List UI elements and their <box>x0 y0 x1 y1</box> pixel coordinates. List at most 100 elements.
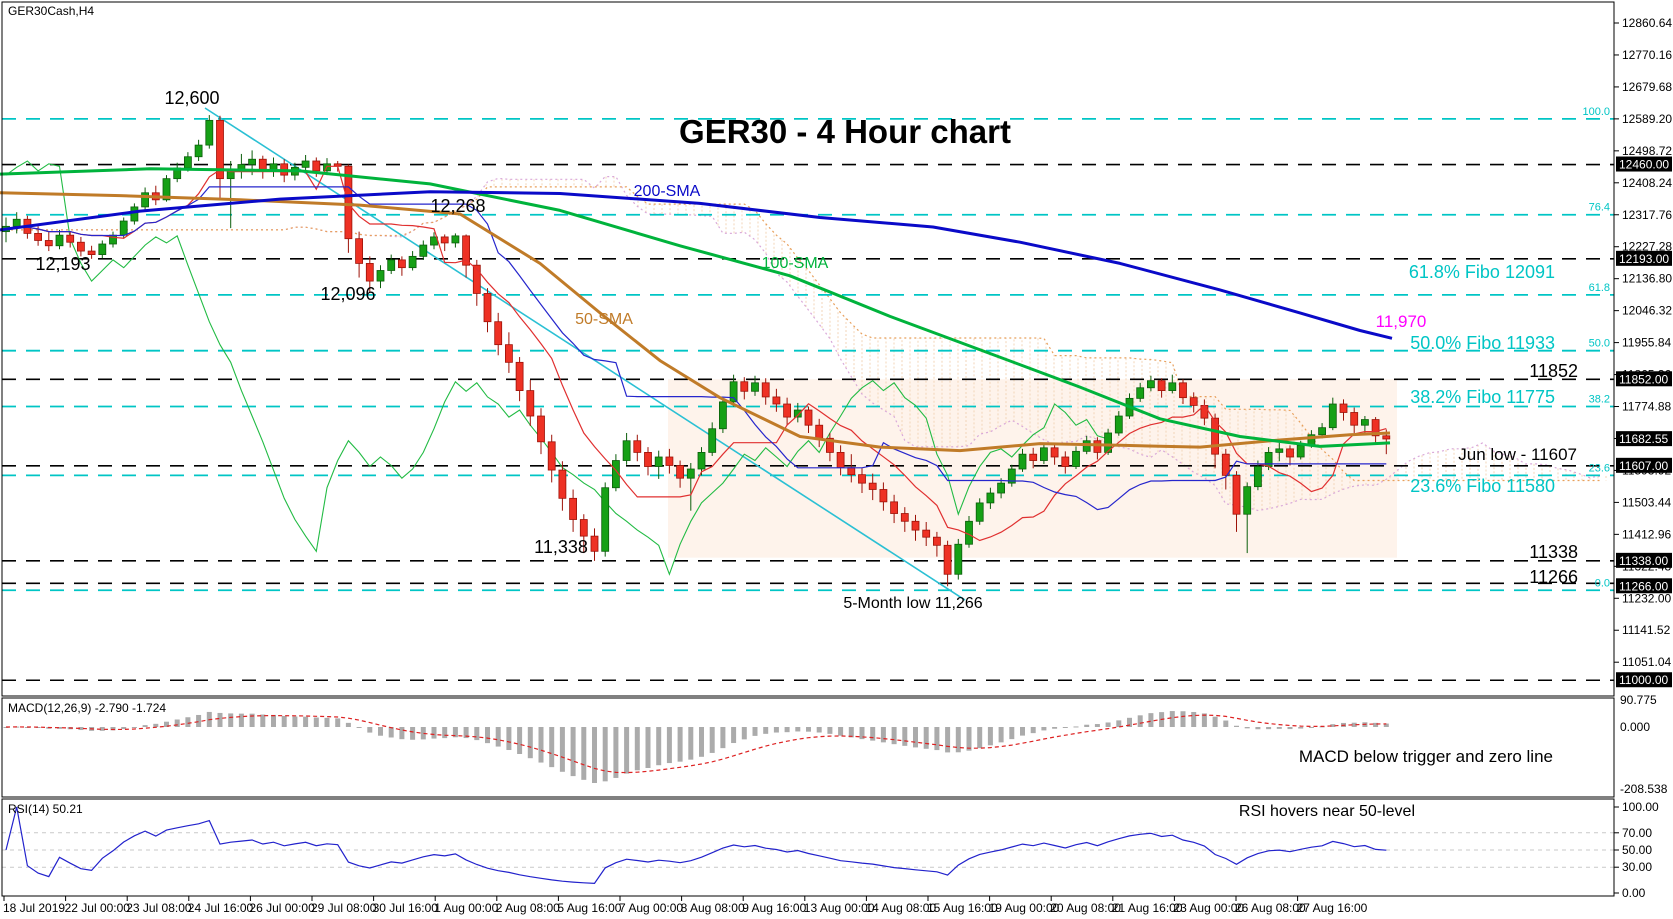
macd-histogram-bar <box>121 727 127 730</box>
macd-histogram-bar <box>559 727 565 772</box>
panel-frames <box>1 1 1615 897</box>
rsi-tick-label: 0.00 <box>1622 886 1646 900</box>
chart-annotation: Jun low - 11607 <box>1458 445 1577 464</box>
price-level-box-label: 11607.00 <box>1619 459 1668 473</box>
candle-body <box>826 437 834 453</box>
price-axis[interactable]: 12860.64 12770.16 12679.68 12589.20 12498.72… <box>1614 16 1672 900</box>
macd-histogram-bar <box>848 727 854 738</box>
price-tick-label: 11412.96 <box>1622 527 1671 541</box>
macd-histogram-bar <box>720 727 726 749</box>
time-tick-label: 15 Aug 16:00 <box>927 901 998 915</box>
fibonacci-pct-tag: 0.0 <box>1595 577 1610 589</box>
price-tick-label: 11774.88 <box>1622 400 1671 414</box>
candle-body <box>1189 397 1198 406</box>
time-tick-label: 5 Aug 16:00 <box>557 901 621 915</box>
candle-body <box>729 381 738 403</box>
price-tick-label: 12227.28 <box>1622 240 1672 254</box>
candle-body <box>761 382 770 398</box>
macd-histogram-bar <box>217 712 223 727</box>
candle-body <box>1007 468 1016 484</box>
macd-histogram-bar <box>1137 715 1143 727</box>
macd-histogram-bar <box>1298 727 1304 729</box>
chart-annotation: 12,096 <box>320 284 375 304</box>
macd-histogram-bar <box>260 714 266 727</box>
candle-body <box>804 409 813 426</box>
candle-body <box>911 520 920 531</box>
macd-histogram-bar <box>838 727 844 736</box>
macd-histogram-bar <box>495 727 501 747</box>
fibonacci-pct-tag: 23.6 <box>1589 462 1610 474</box>
candle-body <box>77 241 85 252</box>
candle-body <box>890 501 898 514</box>
candle-body <box>130 206 139 222</box>
candle-body <box>708 428 717 453</box>
macd-histogram-bar <box>1330 724 1336 727</box>
candle-body <box>868 482 877 490</box>
candle-body <box>1157 380 1166 391</box>
macd-histogram-bar <box>795 727 801 732</box>
macd-histogram-bar <box>613 727 619 778</box>
candle-body <box>34 232 42 241</box>
macd-histogram-bar <box>1234 725 1239 727</box>
price-tick-label: 11232.00 <box>1622 591 1671 605</box>
candle-body <box>1050 447 1059 458</box>
candle-body <box>98 243 107 255</box>
candle-body <box>997 482 1005 494</box>
candle-body <box>558 469 567 499</box>
price-tick-label: 12136.80 <box>1622 272 1672 286</box>
candle-body <box>526 390 535 417</box>
macd-histogram-bar <box>164 721 169 727</box>
price-tick-label: 12498.72 <box>1622 144 1672 158</box>
candle-body <box>1382 435 1391 440</box>
time-tick-label: 9 Aug 16:00 <box>742 901 806 915</box>
candle-body <box>547 441 556 471</box>
sma50-line <box>0 191 1391 453</box>
panel-border <box>1 1 1615 697</box>
macd-tick-label: -208.538 <box>1620 782 1668 796</box>
candle-body <box>954 543 963 575</box>
macd-histogram-bar <box>281 715 287 727</box>
candle-body <box>590 535 599 552</box>
time-tick-label: 2 Aug 08:00 <box>496 901 560 915</box>
candle-body <box>1318 427 1326 436</box>
macd-histogram-bar <box>902 727 908 746</box>
price-level-box-label: 11338.00 <box>1619 554 1668 568</box>
candle-body <box>1371 419 1380 437</box>
macd-histogram-bar <box>153 723 159 727</box>
candle-body <box>355 238 364 264</box>
macd-histogram-bar <box>1255 727 1261 730</box>
macd-histogram-bar <box>987 727 993 746</box>
macd-histogram-bar <box>1201 713 1207 727</box>
candlesticks <box>2 115 1391 587</box>
price-tick-label: 11141.52 <box>1622 623 1671 637</box>
macd-histogram-bar <box>1052 727 1058 729</box>
macd-histogram-bar <box>1308 727 1314 728</box>
price-tick-label: 11051.04 <box>1622 655 1671 669</box>
macd-histogram-bar <box>870 727 876 741</box>
trendline[interactable] <box>204 107 966 601</box>
macd-histogram-bar <box>699 727 704 757</box>
macd-histogram-bar <box>506 727 512 751</box>
macd-histogram-bar <box>656 727 662 766</box>
macd-histogram-bar <box>3 727 9 728</box>
rsi-tick-label: 50.00 <box>1622 843 1652 857</box>
macd-histogram-bar <box>923 727 929 749</box>
macd-histogram-bar <box>399 727 405 740</box>
candle-body <box>1018 453 1027 470</box>
candle-body <box>644 452 652 467</box>
senkou-span-b <box>6 186 1601 482</box>
chart-annotation: 12,268 <box>430 196 485 216</box>
candle-body <box>248 158 257 165</box>
macd-histogram-bar <box>731 727 737 744</box>
macd-histogram-bar <box>549 727 555 768</box>
candle-body <box>440 236 449 244</box>
price-level-box-label: 11682.55 <box>1619 432 1668 446</box>
macd-histogram-bar <box>463 727 469 739</box>
candle-body <box>569 497 577 520</box>
time-tick-label: 20 Aug 08:00 <box>1050 901 1121 915</box>
macd-histogram-bar <box>1212 716 1218 727</box>
macd-histogram-bar <box>57 727 62 729</box>
candle-body <box>1275 448 1284 453</box>
